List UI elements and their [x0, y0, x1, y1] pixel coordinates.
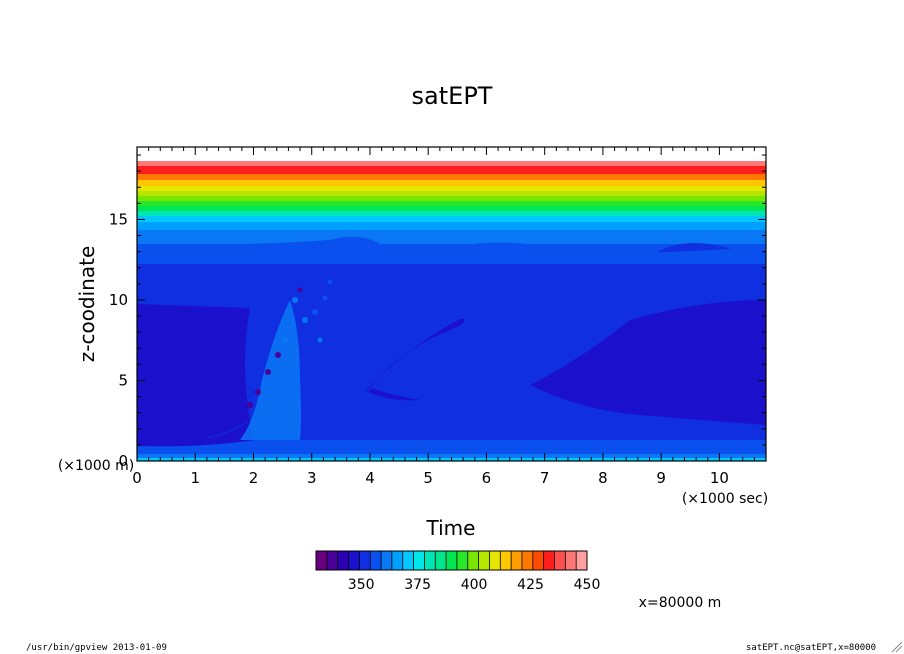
x-tick-label: 2: [249, 469, 259, 487]
footer-right: satEPT.nc@satEPT,x=80000: [746, 643, 876, 653]
x-axis: 0 1 2 3 4 5 6 7 8 9 10: [132, 147, 767, 487]
colorbar-swatch: [370, 551, 382, 570]
colorbar-swatch: [424, 551, 436, 570]
colorbar-swatch: [576, 551, 588, 570]
colorbar-swatch: [478, 551, 490, 570]
y-axis-label: z-coodinate: [75, 246, 99, 363]
x-tick-label: 1: [190, 469, 200, 487]
colorbar-tick-label: 450: [574, 577, 601, 593]
colorbar-swatch: [446, 551, 458, 570]
x-unit-note: (×1000 sec): [682, 491, 768, 507]
x-tick-label: 9: [656, 469, 666, 487]
colorbar-swatch: [391, 551, 404, 570]
y-tick-label: 5: [118, 371, 128, 389]
y-tick-label: 15: [109, 210, 128, 228]
y-tick-label: 0: [118, 452, 128, 470]
colorbar: 350 375 400 425 450: [315, 550, 601, 593]
colorbar-swatch: [359, 551, 371, 570]
x-tick-label: 3: [307, 469, 317, 487]
colorbar-swatch: [467, 551, 480, 570]
colorbar-swatch: [521, 551, 534, 570]
colorbar-swatch: [456, 551, 469, 570]
heatmap-field: [137, 147, 766, 461]
colorbar-swatch: [511, 551, 523, 570]
colorbar-swatch: [565, 551, 577, 570]
colorbar-tick-label: 350: [348, 577, 375, 593]
x-tick-label: 5: [423, 469, 433, 487]
colorbar-tick-label: 375: [404, 577, 431, 593]
colorbar-swatch: [348, 551, 360, 570]
x-axis-label: Time: [426, 516, 476, 540]
colorbar-tick-label: 400: [461, 577, 488, 593]
x-tick-label: 6: [482, 469, 492, 487]
colorbar-swatch: [532, 551, 545, 570]
colorbar-swatch: [543, 551, 555, 570]
colorbar-tick-label: 425: [517, 577, 544, 593]
resize-grip-icon[interactable]: [891, 641, 903, 653]
x-tick-label: 0: [132, 469, 142, 487]
colorbar-swatch: [435, 551, 447, 570]
colorbar-swatch: [316, 551, 328, 570]
x-tick-label: 4: [365, 469, 375, 487]
footer-left: /usr/bin/gpview 2013-01-09: [26, 643, 167, 653]
colorbar-swatch: [554, 551, 566, 570]
chart-title: satEPT: [412, 82, 493, 110]
x-tick-label: 8: [598, 469, 608, 487]
colorbar-swatch: [337, 551, 350, 570]
y-axis: 0 5 10 15: [109, 154, 766, 470]
colorbar-swatch: [381, 551, 393, 570]
x-tick-label: 10: [710, 469, 729, 487]
colorbar-frame: [315, 550, 588, 571]
colorbar-swatch: [489, 551, 501, 570]
x-tick-label: 7: [540, 469, 550, 487]
x-location-note: x=80000 m: [639, 595, 722, 611]
colorbar-swatch: [402, 551, 415, 570]
y-unit-note: (×1000 m): [58, 458, 134, 474]
colorbar-swatch: [326, 551, 339, 570]
colorbar-swatch: [500, 551, 512, 570]
y-tick-label: 10: [109, 291, 128, 309]
colorbar-swatch: [413, 551, 425, 570]
